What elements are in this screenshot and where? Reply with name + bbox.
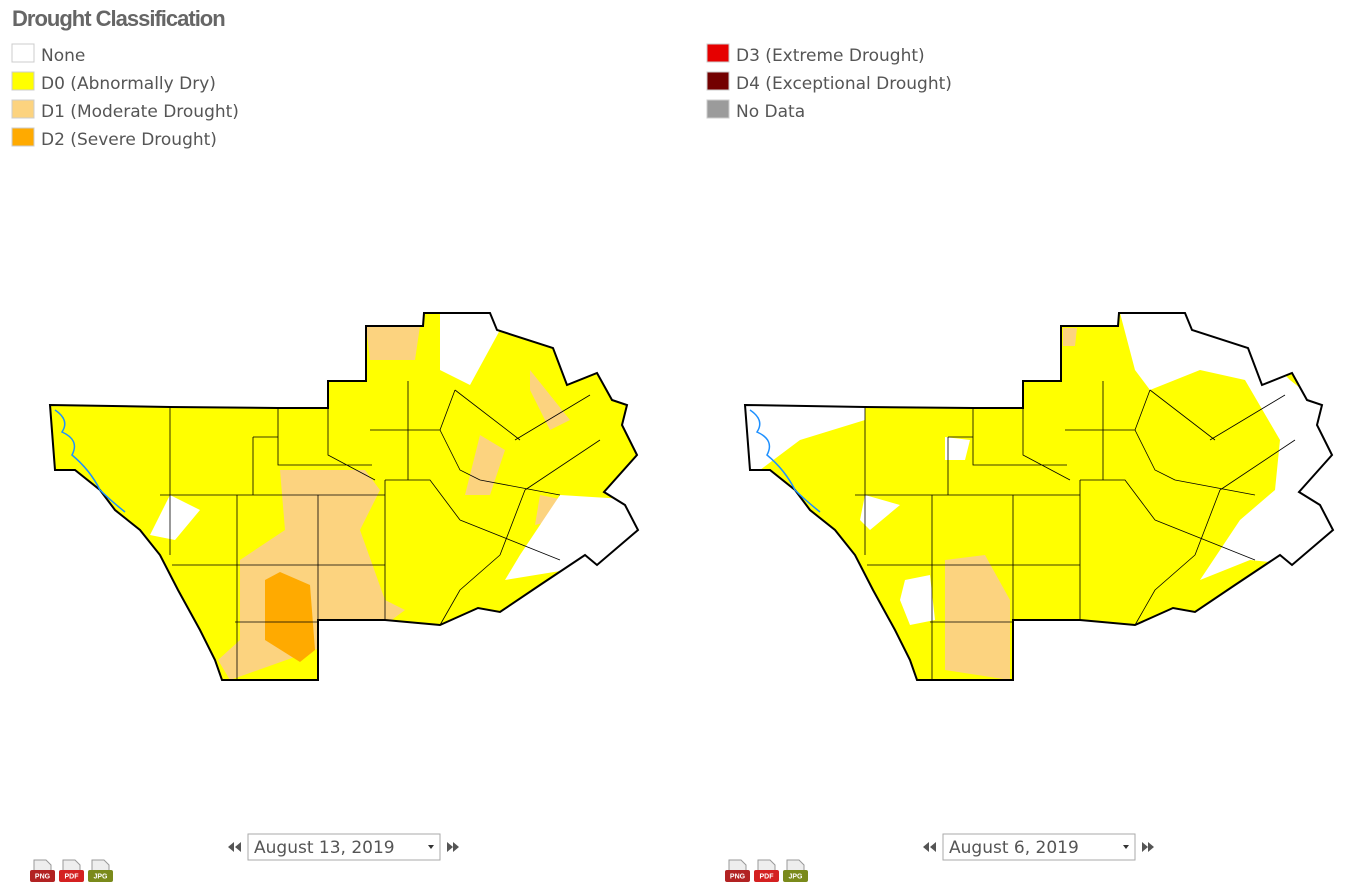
file-badge bbox=[725, 870, 750, 882]
dropdown-arrow bbox=[428, 845, 434, 849]
file-badge bbox=[59, 870, 84, 882]
legend-swatch bbox=[11, 71, 35, 91]
d1-area bbox=[945, 328, 1077, 680]
legend-swatch bbox=[11, 99, 35, 119]
legend-label: D1 (Moderate Drought) bbox=[41, 102, 239, 122]
d1-area bbox=[366, 326, 570, 525]
legend-label: D4 (Exceptional Drought) bbox=[736, 74, 952, 94]
prev-button[interactable] bbox=[923, 842, 936, 852]
next-button[interactable] bbox=[447, 842, 459, 852]
file-badge bbox=[88, 870, 113, 882]
file-type: PDF bbox=[760, 873, 775, 880]
file-badge bbox=[754, 870, 779, 882]
none-area bbox=[150, 313, 638, 580]
legend-swatch bbox=[706, 99, 730, 119]
date-value: August 13, 2019 bbox=[254, 838, 395, 858]
download-button[interactable]: PDF bbox=[754, 859, 779, 882]
legend-label: D3 (Extreme Drought) bbox=[736, 46, 925, 66]
dropdown-arrow bbox=[1123, 845, 1129, 849]
river bbox=[54, 409, 126, 513]
d0-area bbox=[745, 313, 1333, 680]
date-selectors: August 13, 2019 August 6, 2019 bbox=[228, 833, 1154, 861]
map bbox=[744, 312, 1334, 681]
legend-label: D2 (Severe Drought) bbox=[41, 130, 217, 150]
next-button[interactable] bbox=[1142, 842, 1154, 852]
download-button[interactable]: PNG bbox=[30, 859, 55, 882]
download-button[interactable]: JPG bbox=[88, 859, 113, 882]
download-button[interactable]: JPG bbox=[783, 859, 808, 882]
file-badge bbox=[30, 870, 55, 882]
legend-label: No Data bbox=[736, 102, 805, 122]
date-select[interactable] bbox=[247, 833, 441, 861]
date-select[interactable] bbox=[942, 833, 1136, 861]
file-type: JPG bbox=[788, 873, 803, 880]
file-badge bbox=[783, 870, 808, 882]
legend: None D0 (Abnormally Dry) D1 (Moderate Drou… bbox=[11, 43, 952, 150]
legend-swatch bbox=[706, 43, 730, 63]
file-type: PNG bbox=[35, 873, 51, 880]
download-button[interactable]: PNG bbox=[725, 859, 750, 882]
legend-label: D0 (Abnormally Dry) bbox=[41, 74, 216, 94]
prev-button[interactable] bbox=[228, 842, 241, 852]
legend-swatch bbox=[11, 127, 35, 147]
d2-area bbox=[265, 572, 315, 662]
legend-swatch bbox=[11, 43, 35, 63]
file-type: JPG bbox=[93, 873, 108, 880]
river bbox=[749, 409, 821, 513]
map bbox=[49, 312, 639, 681]
legend-label: None bbox=[41, 46, 85, 66]
file-type: PNG bbox=[730, 873, 746, 880]
legend-swatch bbox=[706, 71, 730, 91]
legend-title: Drought Classification bbox=[12, 6, 225, 31]
downloads: PNG PDF JPG PNG PDF JPG bbox=[30, 859, 808, 882]
download-button[interactable]: PDF bbox=[59, 859, 84, 882]
file-type: PDF bbox=[65, 873, 80, 880]
date-value: August 6, 2019 bbox=[949, 838, 1079, 858]
